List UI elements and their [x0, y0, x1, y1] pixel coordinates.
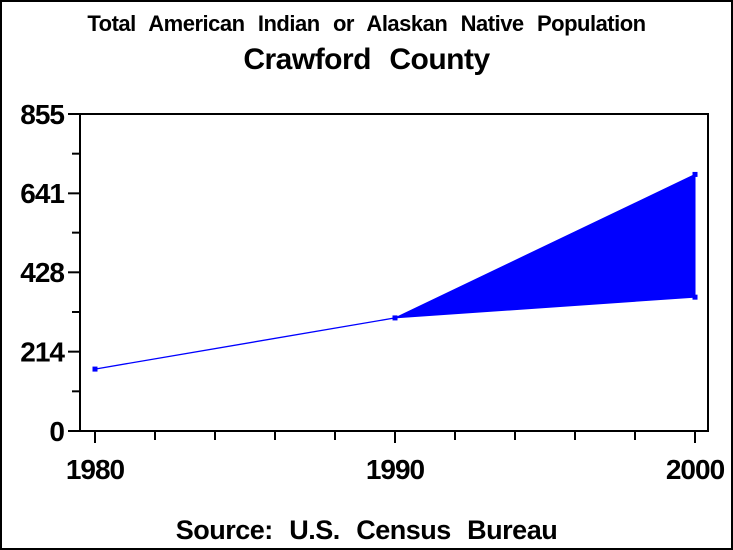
y-axis-tick-label: 641 [20, 178, 64, 209]
x-axis-tick-label: 1980 [66, 454, 125, 485]
x-axis-tick-label: 1990 [366, 454, 425, 485]
chart-title: Total American Indian or Alaskan Native … [87, 11, 646, 36]
population-range-band [394, 173, 696, 319]
y-axis-tick-label: 214 [20, 336, 65, 367]
y-axis-tick-label: 855 [20, 99, 64, 130]
data-point-marker [392, 315, 398, 321]
chart-subtitle: Crawford County [243, 43, 490, 76]
data-point-marker [692, 171, 698, 177]
census-line [94, 317, 396, 370]
data-point-marker [692, 294, 698, 300]
source-footnote: Source: U.S. Census Bureau [175, 515, 558, 545]
y-axis-tick-label: 428 [20, 257, 64, 288]
y-axis-tick-label: 0 [49, 416, 64, 447]
x-axis-tick-label: 2000 [666, 454, 725, 485]
data-point-marker [92, 366, 98, 372]
